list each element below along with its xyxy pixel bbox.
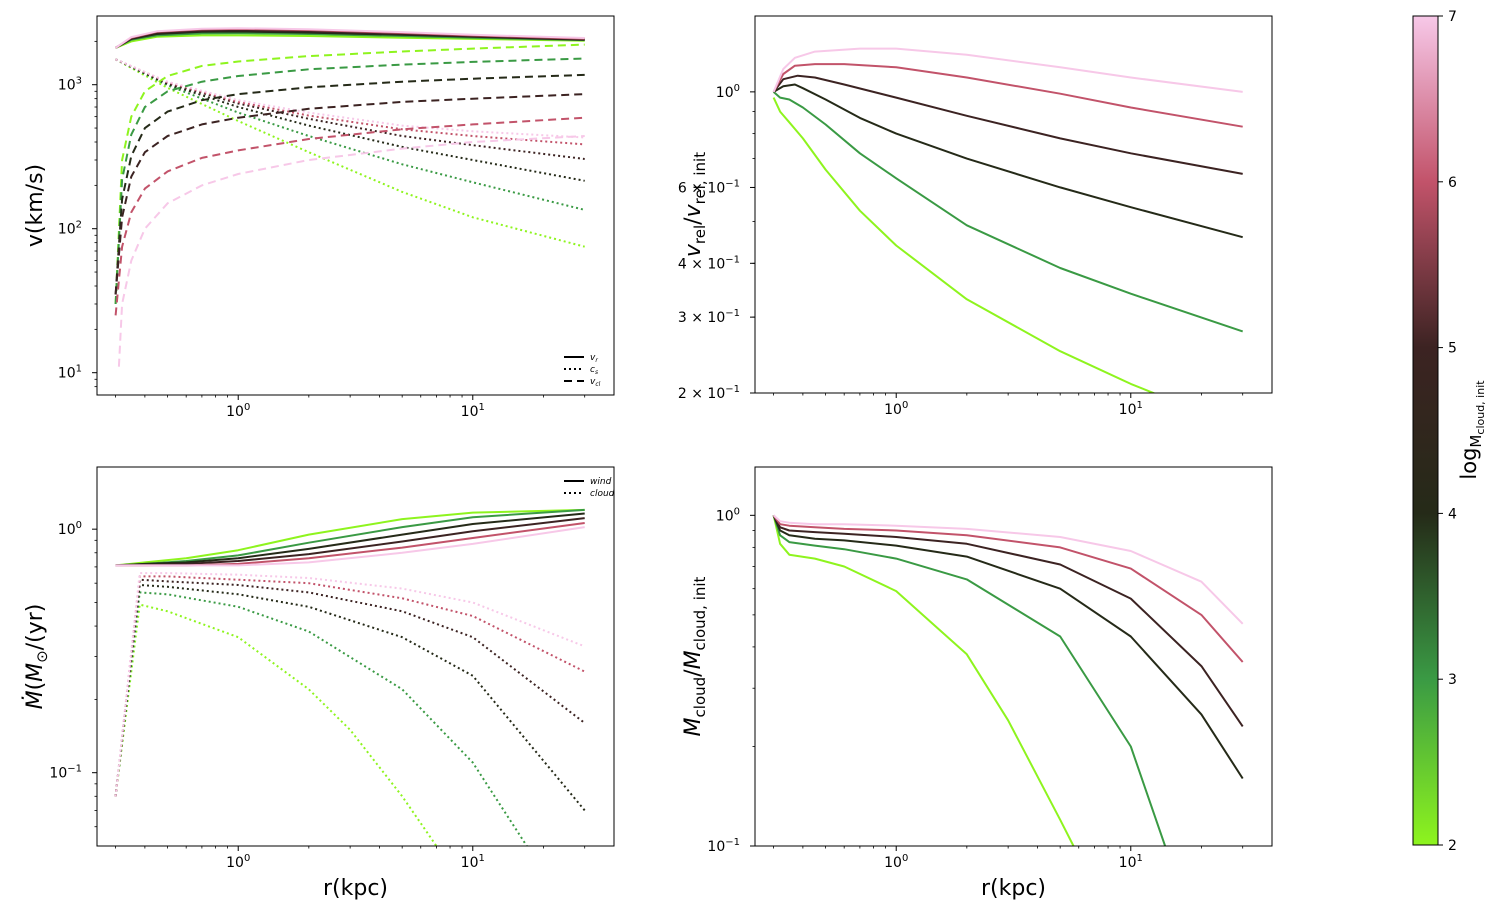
- x-tick-label: 100: [226, 853, 250, 871]
- y-axis-label: Ṁ(M⊙/(yr): [22, 604, 51, 710]
- series-line-7: [115, 58, 585, 211]
- colorbar-tick-label: 7: [1448, 9, 1457, 25]
- series-line-6: [115, 58, 585, 248]
- legend: wind cloud: [564, 477, 615, 499]
- x-tick-label: 101: [461, 402, 485, 420]
- y-tick-label: 10−1: [707, 837, 740, 855]
- colorbar-tick-label: 5: [1448, 341, 1457, 357]
- chart-panel-mdot: 100 101 100 10−1 Ṁ(M⊙/(yr) r(kpc) wind cloud: [22, 466, 615, 901]
- y-tick-label: 100: [58, 520, 82, 538]
- series-line-9: [115, 58, 585, 160]
- series-line-5: [772, 47, 1243, 93]
- y-tick-label: 103: [58, 76, 82, 94]
- legend-entry-label: cs: [590, 365, 598, 376]
- series-line-3: [772, 514, 1244, 727]
- x-tick-label: 101: [461, 853, 485, 871]
- x-tick-label: 100: [226, 402, 250, 420]
- colorbar-label: logMcloud, init: [1457, 380, 1487, 480]
- series-line-1: [772, 514, 1167, 846]
- axis-ticks: [750, 91, 1244, 398]
- chart-panel-vrel: 100 101 100 6 × 10−1 4 × 10−1 3 × 10−1 2 × 10−…: [678, 15, 1273, 418]
- y-tick-label: 2 × 10−1: [678, 384, 740, 402]
- axis-ticks: [92, 528, 586, 851]
- x-tick-label: 101: [1119, 853, 1143, 871]
- colorbar-tick-label: 6: [1448, 175, 1457, 191]
- series-line-2: [115, 512, 585, 567]
- series-line-0: [115, 34, 585, 49]
- series-line-0: [772, 97, 1157, 393]
- series-group: [772, 47, 1244, 393]
- series-line-1: [772, 91, 1244, 333]
- y-tick-label: 100: [716, 506, 740, 524]
- series-line-2: [772, 514, 1244, 780]
- series-line-5: [115, 526, 585, 567]
- plot-frame: [754, 466, 1273, 847]
- y-axis-label: Mcloud/Mcloud, init: [681, 576, 709, 736]
- series-line-14: [114, 73, 585, 295]
- series-group: [114, 508, 586, 846]
- plot-frame: [96, 466, 615, 847]
- legend-entry-label: wind: [590, 477, 612, 487]
- y-axis-label: v(km/s): [23, 164, 48, 247]
- x-tick-label: 100: [884, 853, 908, 871]
- axis-ticks: [750, 514, 1244, 851]
- series-line-9: [114, 578, 586, 797]
- series-line-10: [114, 575, 586, 797]
- series-line-16: [114, 116, 585, 316]
- plot-frame: [754, 15, 1273, 394]
- series-line-0: [115, 508, 585, 567]
- series-line-0: [772, 515, 1075, 846]
- series-line-12: [114, 43, 585, 305]
- colorbar-tick-label: 3: [1448, 672, 1457, 688]
- series-line-17: [117, 135, 585, 367]
- y-tick-label: 10−1: [49, 764, 82, 782]
- plot-frame: [96, 15, 615, 396]
- colorbar-tick-label: 2: [1448, 838, 1457, 854]
- y-tick-label: 101: [58, 364, 82, 382]
- series-line-6: [114, 603, 438, 846]
- legend-entry-label: cloud: [590, 489, 615, 499]
- series-line-5: [772, 514, 1244, 625]
- y-tick-label: 4 × 10−1: [678, 254, 740, 272]
- colorbar: 2 3 4 5 6 7 logMcloud, init: [1412, 9, 1487, 854]
- legend-entry-label: vr: [590, 353, 598, 364]
- x-tick-label: 101: [1119, 400, 1143, 418]
- axis-ticks: [92, 40, 586, 400]
- series-line-13: [114, 57, 585, 305]
- y-axis-label: vrel/vrel, init: [681, 152, 709, 257]
- colorbar-gradient: [1412, 15, 1439, 846]
- series-group: [114, 27, 585, 367]
- series-line-7: [114, 591, 528, 846]
- colorbar-tick-label: 4: [1448, 506, 1457, 522]
- series-line-4: [772, 514, 1244, 663]
- x-tick-label: 100: [884, 400, 908, 418]
- y-tick-label: 6 × 10−1: [678, 178, 740, 196]
- series-line-10: [115, 58, 585, 146]
- series-line-11: [115, 58, 585, 139]
- series-line-4: [772, 63, 1243, 128]
- series-line-5: [115, 27, 585, 49]
- x-axis-label: r(kpc): [981, 876, 1046, 901]
- y-tick-label: 102: [58, 220, 82, 238]
- y-tick-label: 3 × 10−1: [678, 308, 740, 326]
- series-line-11: [114, 572, 586, 797]
- series-line-2: [773, 83, 1243, 239]
- series-line-3: [772, 74, 1243, 175]
- series-group: [772, 514, 1244, 846]
- legend-entry-label: vcl: [590, 377, 601, 388]
- series-line-15: [114, 93, 585, 295]
- y-tick-label: 100: [716, 83, 740, 101]
- chart-panel-mcloud: 100 101 100 10−1 Mcloud/Mcloud, init r(kpc): [681, 466, 1273, 901]
- x-axis-label: r(kpc): [323, 876, 388, 901]
